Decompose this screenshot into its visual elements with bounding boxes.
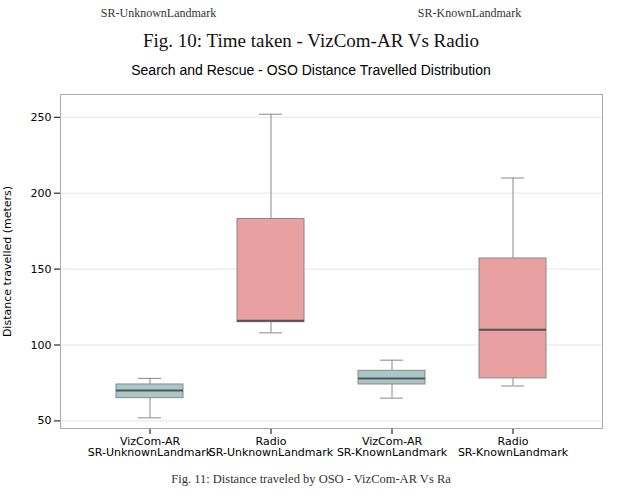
svg-text:VizCom-ARSR-UnknownLandmark: VizCom-ARSR-UnknownLandmark <box>88 435 213 459</box>
svg-text:150: 150 <box>31 263 52 276</box>
svg-text:Distance travelled (meters): Distance travelled (meters) <box>1 186 14 337</box>
svg-text:VizCom-ARSR-KnownLandmark: VizCom-ARSR-KnownLandmark <box>337 435 448 459</box>
html-text:SR-KnownLandmark: SR-KnownLandmark <box>417 6 522 20</box>
svg-text:200: 200 <box>31 187 52 200</box>
svg-text:250: 250 <box>31 111 52 124</box>
html-text:Fig. 11: Distance traveled by: Fig. 11: Distance traveled by OSO - VizC… <box>171 472 451 486</box>
svg-text:50: 50 <box>38 414 52 427</box>
html-text:Fig. 10: Time taken - VizCom-A: Fig. 10: Time taken - VizCom-AR Vs Radio <box>143 30 479 51</box>
svg-text:100: 100 <box>31 339 52 352</box>
svg-text:RadioSR-KnownLandmark: RadioSR-KnownLandmark <box>458 435 569 459</box>
svg-text:RadioSR-UnknownLandmark: RadioSR-UnknownLandmark <box>209 435 334 459</box>
html-text:Search and Rescue - OSO Distan: Search and Rescue - OSO Distance Travell… <box>131 62 491 78</box>
html-text:SR-UnknownLandmark: SR-UnknownLandmark <box>100 6 217 20</box>
